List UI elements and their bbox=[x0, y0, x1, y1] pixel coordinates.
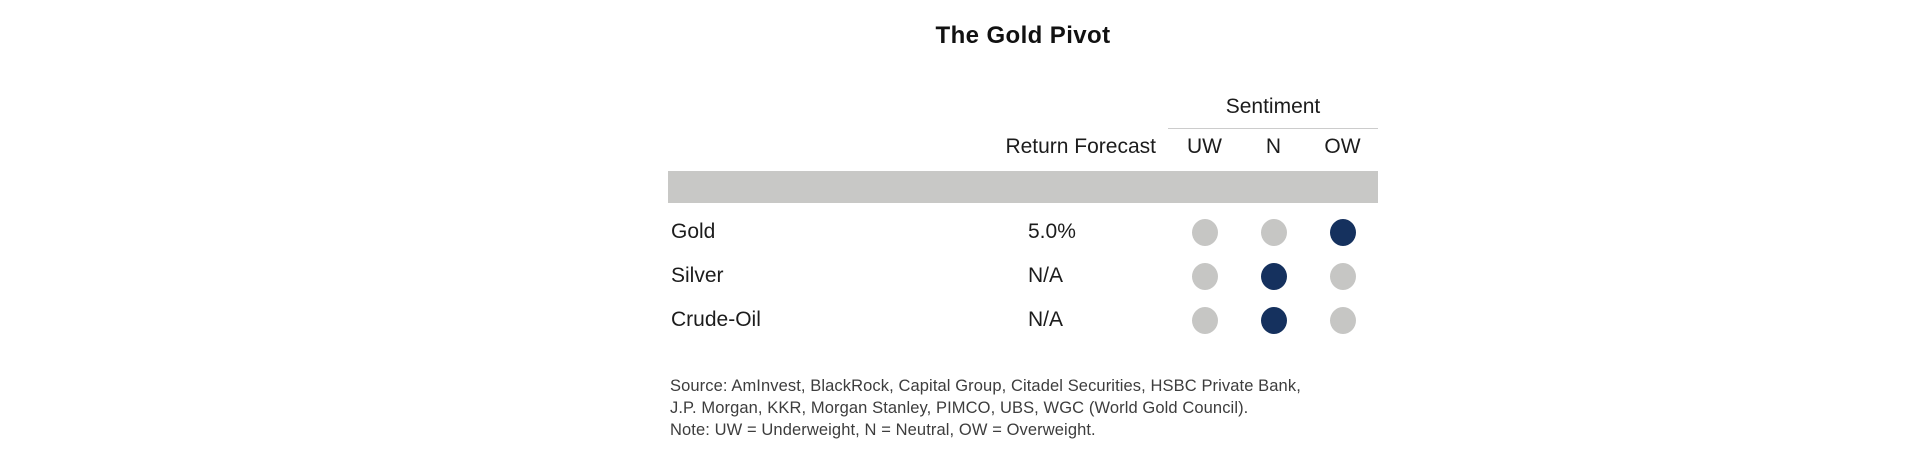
sentiment-dot-n bbox=[1260, 262, 1287, 290]
col-header-ow: OW bbox=[1324, 135, 1361, 158]
sentiment-dot-n bbox=[1260, 306, 1287, 334]
sentiment-dot-uw bbox=[1191, 262, 1218, 290]
table-row: Crude-Oil N/A bbox=[668, 298, 1378, 342]
return-forecast-value: N/A bbox=[1028, 264, 1064, 287]
table-divider-band bbox=[668, 171, 1378, 203]
gold-pivot-figure: The Gold Pivot Sentiment Return Forecast… bbox=[668, 0, 1378, 473]
sentiment-cell-n bbox=[1239, 262, 1308, 290]
asset-label: Gold bbox=[671, 220, 716, 243]
table-row: Silver N/A bbox=[668, 254, 1378, 298]
col-header-uw: UW bbox=[1187, 135, 1222, 158]
sentiment-dot-ow bbox=[1329, 218, 1356, 246]
sentiment-cell-ow bbox=[1308, 218, 1377, 246]
return-forecast-value: 5.0% bbox=[1028, 220, 1076, 243]
sentiment-group-header: Sentiment bbox=[1225, 95, 1321, 118]
asset-label: Crude-Oil bbox=[671, 308, 761, 331]
sentiment-cell-ow bbox=[1308, 306, 1377, 334]
sentiment-cell-uw bbox=[1170, 262, 1239, 290]
sentiment-cell-n bbox=[1239, 306, 1308, 334]
table-row: Gold 5.0% bbox=[668, 210, 1378, 254]
sentiment-dot-uw bbox=[1191, 218, 1218, 246]
footnotes: Source: AmInvest, BlackRock, Capital Gro… bbox=[670, 375, 1370, 441]
table-rows: Gold 5.0% Silver N/A Crude-Oil N/A bbox=[668, 210, 1378, 342]
sentiment-cell-ow bbox=[1308, 262, 1377, 290]
footnote-source-line-2: J.P. Morgan, KKR, Morgan Stanley, PIMCO,… bbox=[670, 399, 1249, 417]
sentiment-dot-uw bbox=[1191, 306, 1218, 334]
footnote-source-line-1: Source: AmInvest, BlackRock, Capital Gro… bbox=[670, 377, 1301, 395]
asset-label: Silver bbox=[671, 264, 724, 287]
column-headers: Return Forecast UW N OW bbox=[668, 133, 1378, 160]
sentiment-cell-uw bbox=[1170, 218, 1239, 246]
return-forecast-header: Return Forecast bbox=[1005, 135, 1156, 158]
sentiment-dot-n bbox=[1260, 218, 1287, 246]
sentiment-cell-uw bbox=[1170, 306, 1239, 334]
sentiment-underline bbox=[1168, 128, 1378, 129]
figure-title: The Gold Pivot bbox=[935, 22, 1111, 49]
sentiment-dot-ow bbox=[1329, 262, 1356, 290]
footnote-note-line: Note: UW = Underweight, N = Neutral, OW … bbox=[670, 421, 1096, 439]
return-forecast-value: N/A bbox=[1028, 308, 1064, 331]
sentiment-dot-ow bbox=[1329, 306, 1356, 334]
col-header-n: N bbox=[1265, 135, 1282, 158]
sentiment-cell-n bbox=[1239, 218, 1308, 246]
